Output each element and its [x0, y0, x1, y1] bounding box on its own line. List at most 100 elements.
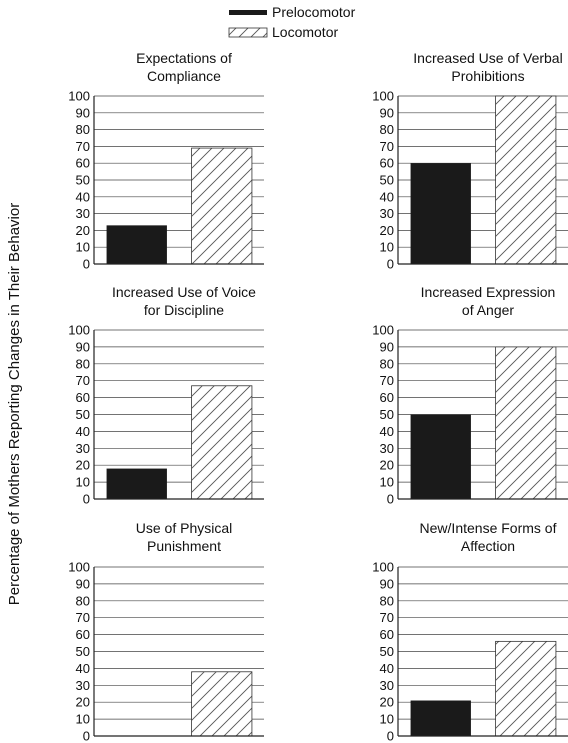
y-tick-label: 90: [380, 576, 394, 591]
legend-label-locomotor: Locomotor: [272, 24, 338, 40]
y-tick-label: 10: [380, 240, 394, 255]
chart-title-line: Increased Use of Verbal: [413, 50, 562, 66]
y-tick-label: 70: [380, 373, 394, 388]
y-tick-label: 70: [76, 373, 90, 388]
y-tick-label: 30: [380, 206, 394, 221]
y-tick-label: 10: [380, 712, 394, 727]
y-tick-label: 100: [68, 89, 90, 104]
y-tick-label: 60: [76, 156, 90, 171]
chart-title-line: of Anger: [462, 302, 514, 318]
y-tick-label: 20: [380, 695, 394, 710]
y-tick-label: 40: [380, 189, 394, 204]
y-tick-label: 80: [76, 122, 90, 137]
y-tick-label: 40: [380, 661, 394, 676]
chart-title-line: New/Intense Forms of: [420, 520, 557, 536]
bar-locomotor: [191, 671, 253, 737]
y-tick-label: 70: [76, 610, 90, 625]
y-tick-label: 50: [380, 407, 394, 422]
y-tick-label: 90: [76, 576, 90, 591]
y-tick-label: 20: [380, 223, 394, 238]
y-tick-label: 80: [76, 356, 90, 371]
bar-prelocomotor: [106, 225, 167, 264]
y-tick-label: 0: [83, 257, 90, 272]
legend-swatch-locomotor: [228, 27, 268, 38]
y-tick-label: 0: [387, 492, 394, 507]
y-tick-label: 0: [83, 729, 90, 743]
y-tick-label: 100: [372, 560, 394, 575]
chart-title-line: Affection: [461, 538, 515, 554]
y-tick-label: 60: [76, 627, 90, 642]
y-tick-label: 80: [380, 593, 394, 608]
chart-panel: Increased Use of Voice for Discipline 0 10 2…: [68, 284, 264, 507]
y-tick-label: 40: [76, 661, 90, 676]
y-tick-label: 50: [76, 407, 90, 422]
bar-prelocomotor: [410, 163, 471, 264]
y-tick-label: 30: [76, 678, 90, 693]
bar-locomotor: [191, 385, 253, 500]
y-tick-label: 40: [76, 424, 90, 439]
bar-prelocomotor: [106, 468, 167, 499]
y-tick-label: 10: [76, 240, 90, 255]
chart-title-line: for Discipline: [144, 302, 224, 318]
chart-title-line: Use of Physical: [136, 520, 232, 536]
y-tick-label: 10: [76, 475, 90, 490]
y-tick-label: 80: [380, 356, 394, 371]
y-tick-label: 20: [76, 223, 90, 238]
y-tick-label: 90: [76, 105, 90, 120]
chart-panel: Increased Expression of Anger 0 10 20 30 40 50 6…: [372, 284, 568, 507]
y-tick-label: 10: [76, 712, 90, 727]
y-tick-label: 90: [380, 105, 394, 120]
chart-title-line: Punishment: [147, 538, 221, 554]
bar-locomotor: [495, 95, 557, 265]
bar-locomotor: [191, 147, 253, 265]
y-tick-label: 0: [83, 492, 90, 507]
chart-title-line: Prohibitions: [451, 68, 524, 84]
y-tick-label: 50: [76, 173, 90, 188]
y-tick-label: 50: [380, 173, 394, 188]
y-tick-label: 60: [380, 156, 394, 171]
y-tick-label: 70: [76, 139, 90, 154]
y-tick-label: 20: [380, 458, 394, 473]
y-tick-label: 90: [380, 339, 394, 354]
y-tick-label: 40: [380, 424, 394, 439]
y-axis-label: Percentage of Mothers Reporting Changes …: [6, 203, 23, 605]
bar-prelocomotor: [410, 414, 471, 499]
bar-prelocomotor: [410, 700, 471, 736]
y-tick-label: 90: [76, 339, 90, 354]
y-tick-label: 80: [76, 593, 90, 608]
y-tick-label: 70: [380, 139, 394, 154]
y-tick-label: 30: [380, 441, 394, 456]
y-tick-label: 30: [380, 678, 394, 693]
y-tick-label: 100: [372, 89, 394, 104]
legend: Prelocomotor Locomotor: [228, 4, 356, 40]
y-tick-label: 0: [387, 729, 394, 743]
y-tick-label: 60: [380, 390, 394, 405]
bar-locomotor: [495, 640, 557, 737]
legend-swatch-prelocomotor: [229, 10, 267, 15]
chart-title-line: Increased Use of Voice: [112, 284, 256, 300]
y-tick-label: 100: [372, 323, 394, 338]
y-tick-label: 100: [68, 560, 90, 575]
bar-locomotor: [495, 346, 557, 500]
y-tick-label: 20: [76, 458, 90, 473]
chart-panel: New/Intense Forms of Affection 0 10 20 30 40 50…: [372, 520, 568, 743]
chart-title-line: Expectations of: [136, 50, 232, 66]
chart-title-line: Compliance: [147, 68, 221, 84]
y-tick-label: 60: [76, 390, 90, 405]
y-tick-label: 40: [76, 189, 90, 204]
chart-panel: Increased Use of Verbal Prohibitions 0 10 20…: [372, 50, 568, 272]
y-tick-label: 70: [380, 610, 394, 625]
chart-panel: Use of Physical Punishment 0 10 20 30 40 50 60 70…: [68, 520, 264, 743]
legend-label-prelocomotor: Prelocomotor: [272, 4, 356, 20]
y-tick-label: 0: [387, 257, 394, 272]
y-tick-label: 50: [380, 644, 394, 659]
y-tick-label: 60: [380, 627, 394, 642]
y-tick-label: 100: [68, 323, 90, 338]
y-tick-label: 30: [76, 441, 90, 456]
y-tick-label: 50: [76, 644, 90, 659]
y-tick-label: 20: [76, 695, 90, 710]
y-tick-label: 10: [380, 475, 394, 490]
y-tick-label: 30: [76, 206, 90, 221]
